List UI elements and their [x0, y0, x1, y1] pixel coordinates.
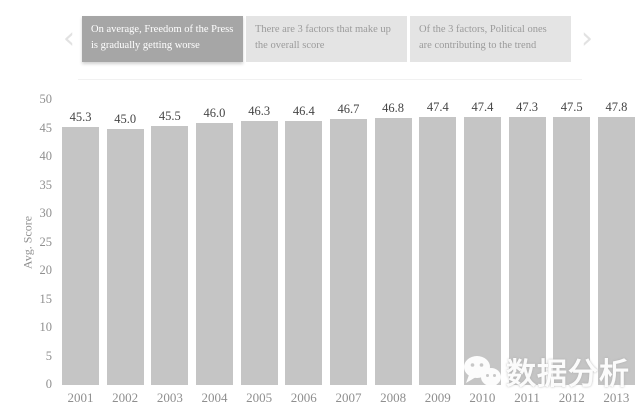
carousel-slide-1[interactable]: On average, Freedom of the Press is grad… — [82, 16, 243, 62]
chevron-left-icon[interactable]: ‹ — [63, 21, 75, 56]
bar-column: 46.3 2005 — [240, 100, 278, 405]
y-tick-label: 10 — [39, 320, 53, 334]
x-tick-label: 2008 — [380, 390, 407, 405]
carousel-divider — [78, 79, 582, 80]
bar — [106, 128, 144, 385]
wechat-logo-icon — [464, 356, 501, 390]
y-tick-label: 30 — [39, 206, 53, 220]
x-tick-label: 2011 — [514, 390, 540, 405]
bar-value-label: 45.3 — [69, 109, 92, 124]
bar-value-label: 47.3 — [516, 100, 538, 114]
bar — [240, 121, 278, 385]
bar — [285, 120, 323, 385]
bar-value-label: 46.4 — [292, 103, 315, 118]
bar-column: 45.0 2002 — [106, 100, 144, 405]
bar — [374, 118, 412, 385]
x-tick-label: 2003 — [156, 390, 183, 405]
bar-value-label: 47.5 — [560, 100, 583, 114]
y-tick-label: 35 — [39, 177, 53, 192]
x-tick-label: 2007 — [335, 390, 362, 405]
y-tick-label: 45 — [39, 120, 53, 135]
bar-column: 47.4 2009 — [419, 100, 457, 405]
bar-value-label: 47.4 — [426, 100, 449, 114]
y-tick-label: 15 — [39, 291, 53, 306]
bar — [195, 122, 233, 385]
bar-value-label: 45.5 — [158, 108, 181, 123]
bar-value-label: 46.3 — [248, 104, 271, 119]
bar — [463, 117, 501, 385]
y-tick-label: 50 — [39, 92, 53, 106]
bar-column: 45.5 2003 — [151, 100, 189, 405]
bar — [508, 117, 546, 385]
bar-column: 47.4 2010 — [463, 100, 501, 405]
annotation-carousel: ‹ On average, Freedom of the Press is gr… — [56, 16, 600, 62]
bar-column: 46.4 2006 — [285, 100, 323, 405]
x-tick-label: 2005 — [246, 390, 273, 405]
bar-value-label: 47.8 — [605, 100, 628, 114]
bar — [151, 125, 189, 385]
bar-value-label: 45.0 — [114, 111, 137, 126]
bar-value-label: 46.0 — [203, 105, 226, 120]
y-tick-label: 5 — [45, 348, 52, 363]
carousel-slide-2[interactable]: There are 3 factors that make up the ove… — [246, 16, 407, 62]
bar-column: 46.0 2004 — [195, 100, 233, 405]
watermark-text: 数据分析 — [506, 358, 630, 391]
x-tick-label: 2006 — [290, 390, 317, 405]
bar-value-label: 46.7 — [337, 101, 360, 116]
x-tick-label: 2001 — [67, 390, 94, 405]
bar-column: 46.8 2008 — [374, 100, 412, 405]
y-tick-label: 40 — [39, 149, 53, 163]
bar-value-label: 47.4 — [471, 100, 494, 114]
y-tick-label: 25 — [39, 234, 53, 249]
bar — [553, 117, 591, 385]
bar — [419, 117, 457, 385]
x-tick-label: 2009 — [424, 390, 451, 405]
bar-column: 45.3 2001 — [62, 100, 99, 405]
bar-value-label: 46.8 — [382, 101, 405, 116]
x-tick-label: 2013 — [603, 390, 630, 405]
bar-column: 46.7 2007 — [329, 100, 367, 405]
x-tick-label: 2012 — [558, 390, 585, 405]
x-tick-label: 2010 — [469, 390, 496, 405]
bar — [62, 126, 99, 385]
watermark: 数据分析 — [463, 354, 630, 390]
y-tick-label: 20 — [39, 263, 53, 277]
bar-column: 47.5 2012 — [553, 100, 591, 405]
chevron-right-icon[interactable]: › — [581, 21, 593, 56]
x-tick-label: 2004 — [201, 390, 228, 405]
x-tick-label: 2002 — [112, 390, 139, 405]
bar — [597, 117, 635, 385]
bar-column: 47.8 2013 — [597, 100, 635, 405]
bar — [329, 118, 367, 385]
bar-chart: 45.3 2001 45.0 2002 45.5 2003 46.0 2004 46.3 2005… — [62, 100, 635, 405]
carousel-slide-3[interactable]: Of the 3 factors, Political ones are con… — [410, 16, 571, 62]
bar-column: 47.3 2011 — [508, 100, 546, 405]
y-tick-label: 0 — [45, 377, 52, 391]
